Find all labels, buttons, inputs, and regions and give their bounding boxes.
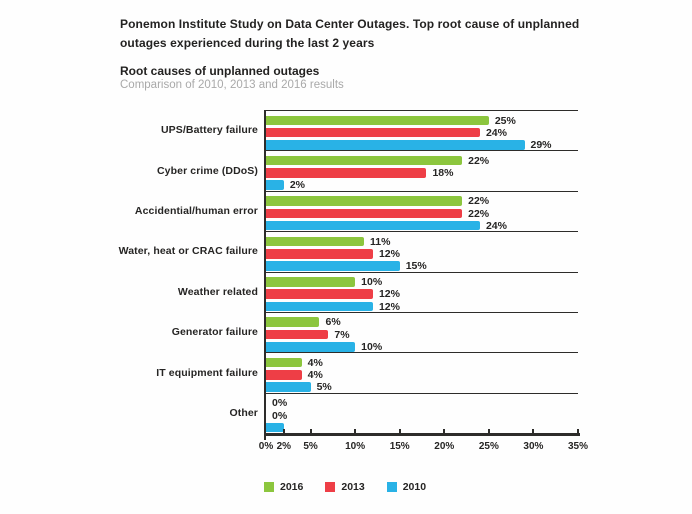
legend-label: 2013 xyxy=(341,481,365,493)
bar-2016 xyxy=(266,277,356,287)
category-group: 4% 4% 5% xyxy=(266,352,578,394)
bar-2013 xyxy=(266,168,427,178)
x-tick-label: 20% xyxy=(434,441,455,452)
x-tick-label: 2% xyxy=(276,441,292,452)
bar-value-label: 12% xyxy=(378,288,400,301)
bar-2013 xyxy=(266,370,302,380)
bar-value-label: 4% xyxy=(307,369,323,382)
x-tick-label: 25% xyxy=(478,441,499,452)
bar-value-label: 11% xyxy=(370,235,391,248)
legend-item-2013: 2013 xyxy=(325,481,365,493)
bar-value-label: 5% xyxy=(316,381,332,394)
bar-2013 xyxy=(266,329,329,340)
category-group: 22% 18% 2% xyxy=(266,150,578,192)
bar-value-label: 2% xyxy=(289,179,306,192)
bar-2010 xyxy=(266,301,373,312)
bar-value-label: 0% xyxy=(272,397,288,410)
category-group: 11% 12% 15% xyxy=(266,231,578,273)
x-tick xyxy=(354,428,357,434)
bar-value-label: 7% xyxy=(334,328,350,341)
bar-value-label: 25% xyxy=(494,114,516,127)
x-tick xyxy=(577,428,579,434)
bar-2013 xyxy=(266,289,373,299)
chart-title: Root causes of unplanned outages xyxy=(120,64,320,78)
figure-title: Ponemon Institute Study on Data Center O… xyxy=(120,17,580,50)
bar-value-label: 15% xyxy=(405,260,427,273)
category-axis: UPS/Battery failure Cyber crime (DDoS) Acc… xyxy=(88,110,258,433)
bar-value-label: 29% xyxy=(530,139,552,152)
bar-value-label: 22% xyxy=(468,154,490,167)
bar-2016 xyxy=(266,155,463,166)
x-tick xyxy=(398,428,401,434)
x-tick-label: 35% xyxy=(567,441,588,452)
category-label: IT equipment failure xyxy=(156,366,258,379)
category-label: Water, heat or CRAC failure xyxy=(118,245,258,258)
bar-value-label: 22% xyxy=(468,195,490,208)
category-label: Weather related xyxy=(177,285,258,298)
chart-subtitle: Comparison of 2010, 2013 and 2016 result… xyxy=(120,79,344,91)
bar-2016 xyxy=(266,357,302,368)
bar-value-label: 10% xyxy=(361,341,383,354)
x-tick-label: 0% xyxy=(258,441,274,452)
legend: 2016 2013 2010 xyxy=(264,481,426,493)
category-label: Generator failure xyxy=(171,326,258,339)
x-tick-label: 5% xyxy=(303,441,318,452)
category-label: Accidential/human error xyxy=(134,204,258,217)
x-tick xyxy=(443,428,446,434)
bar-2016 xyxy=(266,196,463,206)
y-axis-line xyxy=(263,110,267,440)
bar-value-label: 18% xyxy=(432,167,454,180)
category-label: UPS/Battery failure xyxy=(160,124,258,137)
category-group: 25% 24% 29% xyxy=(266,110,578,150)
legend-swatch-2013 xyxy=(325,482,336,492)
category-label: Cyber crime (DDoS) xyxy=(157,164,258,177)
bar-2013 xyxy=(266,248,373,259)
bar-value-label: 24% xyxy=(485,219,507,232)
bar-value-label: 6% xyxy=(325,316,341,329)
bar-value-label: 12% xyxy=(378,247,400,260)
x-tick-label: 30% xyxy=(523,441,544,452)
bar-value-label: 12% xyxy=(378,300,400,313)
legend-swatch-2010 xyxy=(386,482,397,492)
bar-2010 xyxy=(266,342,356,352)
category-group: 22% 22% 24% xyxy=(266,190,578,232)
bar-value-label: 10% xyxy=(361,276,383,289)
bar-2010 xyxy=(266,180,284,191)
bar-2016 xyxy=(266,317,320,328)
x-tick-label: 10% xyxy=(345,441,366,452)
category-label: Other xyxy=(229,406,258,419)
x-tick xyxy=(532,428,535,434)
bar-value-label: 24% xyxy=(485,126,507,139)
x-axis-line xyxy=(263,433,581,436)
category-group: 10% 12% 12% xyxy=(266,271,578,313)
bar-2010 xyxy=(266,220,480,231)
bar-2016 xyxy=(266,115,489,126)
x-tick xyxy=(282,428,285,434)
category-group: 0% 0% xyxy=(266,392,578,433)
bar-value-label: 4% xyxy=(307,356,323,369)
plot-area: 25% 24% 29% 22% 18% 2% 22% 22% 24% 11% 12% 15% 10% 12… xyxy=(266,110,578,433)
legend-item-2016: 2016 xyxy=(264,481,303,493)
category-group: 6% 7% 10% xyxy=(266,311,578,354)
bar-2010 xyxy=(266,140,525,150)
bar-value-label: 0% xyxy=(272,409,288,422)
legend-swatch-2016 xyxy=(264,482,274,492)
bar-2010 xyxy=(266,422,284,433)
bar-value-label: 22% xyxy=(468,207,490,220)
bar-2016 xyxy=(266,236,365,247)
legend-label: 2016 xyxy=(280,481,304,493)
x-tick xyxy=(487,428,490,434)
bar-2010 xyxy=(266,261,400,271)
legend-item-2010: 2010 xyxy=(386,481,427,493)
x-tick-label: 15% xyxy=(389,441,410,452)
bar-2013 xyxy=(266,208,463,219)
bar-2010 xyxy=(266,382,311,393)
bar-2013 xyxy=(266,127,480,138)
x-tick xyxy=(309,428,312,434)
legend-label: 2010 xyxy=(402,481,427,493)
